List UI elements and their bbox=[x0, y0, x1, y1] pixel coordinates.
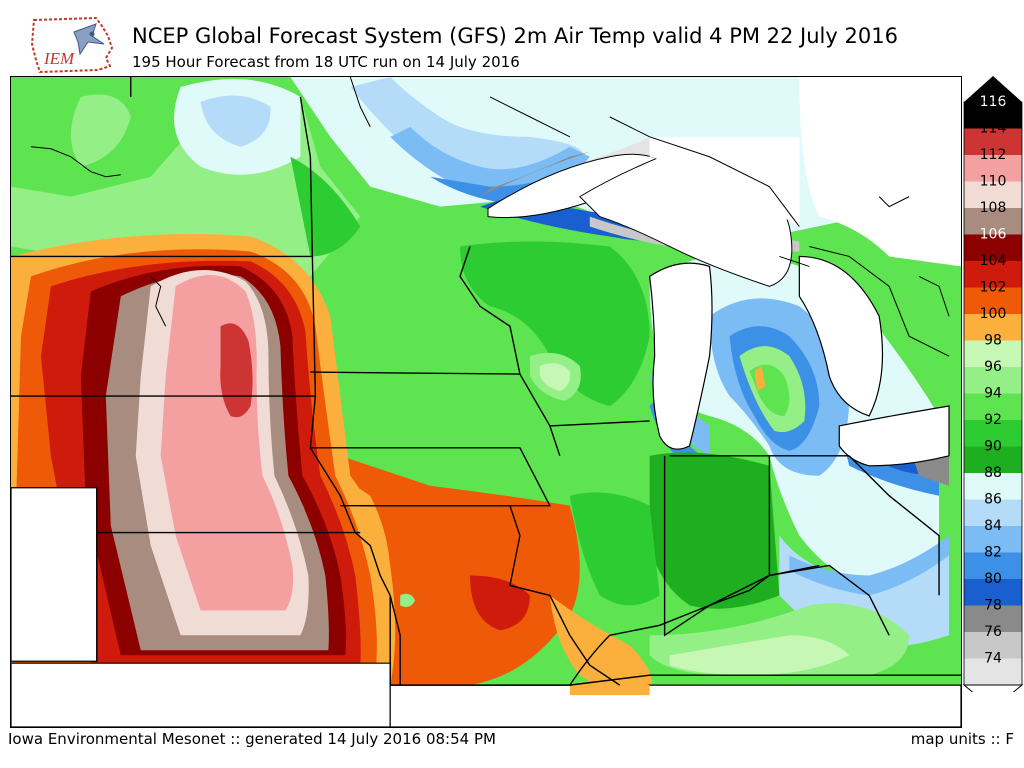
indiana-warm-fill bbox=[649, 452, 780, 609]
legend-label: 90 bbox=[984, 439, 1002, 455]
legend-label: 80 bbox=[984, 571, 1002, 587]
temperature-map bbox=[10, 76, 962, 728]
legend-swatch bbox=[964, 473, 1022, 500]
legend-swatch bbox=[964, 102, 1022, 129]
legend-swatch bbox=[964, 181, 1022, 208]
legend-swatch bbox=[964, 128, 1022, 155]
legend-bottom-arrow bbox=[962, 684, 1024, 692]
legend-label: 96 bbox=[984, 359, 1002, 375]
legend-label: 74 bbox=[984, 651, 1002, 667]
legend-swatch bbox=[964, 314, 1022, 341]
legend-label: 94 bbox=[984, 386, 1002, 402]
legend-label: 102 bbox=[980, 280, 1007, 296]
color-legend: 1161141121101081061041021009896949290888… bbox=[962, 76, 1024, 692]
legend-swatch bbox=[964, 552, 1022, 579]
legend-swatch bbox=[964, 579, 1022, 606]
legend-label: 76 bbox=[984, 624, 1002, 640]
legend-swatch bbox=[964, 605, 1022, 632]
blank-west bbox=[11, 487, 98, 662]
legend-label: 98 bbox=[984, 333, 1002, 349]
legend-label: 88 bbox=[984, 465, 1002, 481]
legend-label: 78 bbox=[984, 598, 1002, 614]
legend-swatch bbox=[964, 234, 1022, 261]
lake-michigan bbox=[649, 262, 713, 450]
legend-swatch bbox=[964, 632, 1022, 659]
blank-south bbox=[11, 662, 391, 727]
legend-swatch bbox=[964, 367, 1022, 394]
legend-swatch bbox=[964, 446, 1022, 473]
legend-label: 108 bbox=[980, 200, 1007, 216]
legend-swatch bbox=[964, 340, 1022, 367]
legend-swatch bbox=[964, 287, 1022, 314]
legend-swatch bbox=[964, 499, 1022, 526]
legend-top-arrow bbox=[964, 76, 1022, 102]
logo-text: IEM bbox=[43, 49, 75, 68]
legend-label: 110 bbox=[980, 174, 1007, 190]
footer-units: map units :: F bbox=[910, 730, 1014, 748]
legend-swatch bbox=[964, 261, 1022, 288]
legend-label: 84 bbox=[984, 518, 1002, 534]
state-borders bbox=[11, 77, 961, 686]
legend-label: 92 bbox=[984, 412, 1002, 428]
legend-swatch bbox=[964, 420, 1022, 447]
lake-huron bbox=[798, 255, 884, 417]
legend-label: 106 bbox=[980, 227, 1007, 243]
canada-blank bbox=[799, 77, 961, 267]
map-subtitle: 195 Hour Forecast from 18 UTC run on 14 … bbox=[132, 53, 520, 71]
legend-swatch bbox=[964, 393, 1022, 420]
legend-label: 82 bbox=[984, 545, 1002, 561]
legend-label: 104 bbox=[980, 253, 1007, 269]
legend-swatch bbox=[964, 658, 1022, 685]
legend-label: 86 bbox=[984, 492, 1002, 508]
legend-swatch bbox=[964, 155, 1022, 182]
coastline-details bbox=[30, 77, 950, 357]
legend-label: 112 bbox=[980, 147, 1007, 163]
legend-label: 100 bbox=[980, 306, 1007, 322]
legend-swatch bbox=[964, 208, 1022, 235]
legend-swatch bbox=[964, 526, 1022, 553]
legend-outline bbox=[963, 101, 1023, 686]
legend-label: 114 bbox=[980, 121, 1007, 137]
footer-credit: Iowa Environmental Mesonet :: generated … bbox=[8, 730, 496, 748]
map-title: NCEP Global Forecast System (GFS) 2m Air… bbox=[132, 24, 898, 48]
iem-logo: IEM bbox=[30, 16, 114, 74]
